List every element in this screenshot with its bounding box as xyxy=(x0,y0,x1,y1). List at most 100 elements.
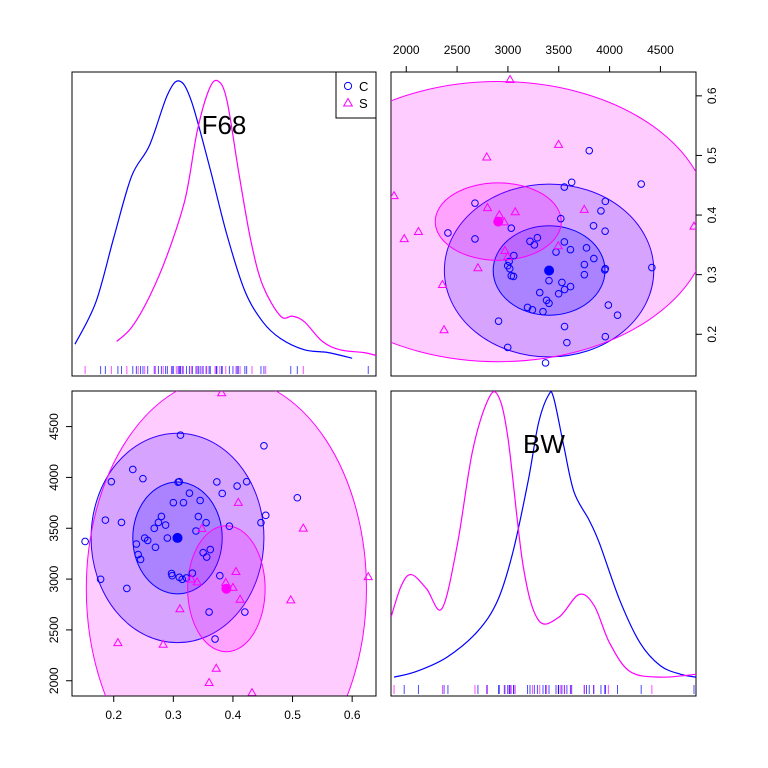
bl-mean-s xyxy=(221,583,232,594)
tr-point-c xyxy=(539,307,547,316)
tr-point-c xyxy=(560,285,569,294)
density-curve-bw-s xyxy=(391,391,696,678)
tr-point-s xyxy=(502,251,513,260)
tr-point-c xyxy=(601,264,610,273)
tr-point-s xyxy=(437,279,448,288)
tr-point-c xyxy=(566,282,575,291)
right-axis-tick-label-f68: 0.6 xyxy=(705,87,719,104)
top-axis-tick-label-bw: 4500 xyxy=(647,43,674,57)
bl-point-s xyxy=(197,523,207,532)
bl-point-c xyxy=(150,524,159,533)
bl-point-c xyxy=(169,498,178,507)
x-axis-tick-label-f68: 0.2 xyxy=(105,708,122,722)
tr-point-s xyxy=(505,74,515,83)
tr-point-c xyxy=(566,245,575,254)
bl-point-c xyxy=(151,543,160,552)
legend-label-s: S xyxy=(359,96,368,111)
bl-point-c xyxy=(163,534,172,542)
bl-mean-c xyxy=(172,532,183,543)
legend-marker-s xyxy=(342,97,354,107)
tr-mean-c xyxy=(544,265,555,276)
x-axis-tick-label-f68: 0.4 xyxy=(225,708,242,722)
right-axis-tick-label-f68: 0.2 xyxy=(705,326,719,343)
tr-point-c xyxy=(494,317,503,325)
tr-mean-s xyxy=(493,216,504,227)
density-curve-bw-c xyxy=(393,391,696,678)
y-axis-tick-label-bw: 4500 xyxy=(47,413,61,440)
bl-point-s xyxy=(233,497,244,506)
tr-point-s xyxy=(473,262,483,272)
variable-label-f68: F68 xyxy=(202,110,247,140)
f68-density-panel xyxy=(74,79,376,374)
legend-label-c: C xyxy=(359,79,368,94)
legend-marker-c xyxy=(343,81,353,91)
tr-point-s xyxy=(689,221,696,230)
legend-box xyxy=(335,71,377,119)
variable-label-bw: BW xyxy=(523,429,565,459)
tr-point-c xyxy=(560,183,569,191)
tr-point-c xyxy=(604,301,613,309)
bl-point-c xyxy=(206,545,215,554)
tr-ellipse-s-outer xyxy=(391,81,696,363)
y-axis-tick-label-bw: 3500 xyxy=(47,515,61,542)
tr-point-s xyxy=(439,324,449,334)
bl-point-c xyxy=(107,477,116,486)
x-axis-tick-label-f68: 0.3 xyxy=(165,708,182,722)
tr-point-s xyxy=(399,233,410,243)
tr-point-c xyxy=(510,251,518,260)
bl-point-c xyxy=(196,496,204,505)
tr-point-c xyxy=(545,276,553,285)
tr-point-c xyxy=(601,227,609,235)
bl-point-s xyxy=(231,566,241,575)
y-axis-tick-label-bw: 2000 xyxy=(47,667,61,694)
bl-point-c xyxy=(117,518,126,527)
tr-point-c xyxy=(601,332,610,341)
top-axis-tick-label-bw: 2000 xyxy=(393,43,420,57)
tr-point-c xyxy=(503,343,512,352)
tr-point-s xyxy=(500,245,510,255)
tr-point-s xyxy=(579,204,590,213)
tr-point-c xyxy=(648,263,656,272)
tr-point-c xyxy=(526,237,534,246)
tr-point-c xyxy=(523,303,532,312)
tr-point-c xyxy=(585,146,594,155)
bl-point-c xyxy=(179,498,188,507)
tr-point-c xyxy=(563,338,571,347)
bl-point-s xyxy=(175,603,185,613)
tr-point-s xyxy=(553,139,564,148)
bl-point-c xyxy=(161,521,170,529)
tr-point-c xyxy=(637,180,646,188)
x-axis-tick-label-f68: 0.5 xyxy=(284,708,301,722)
bl-point-c xyxy=(261,511,270,520)
bl-point-c xyxy=(225,522,234,531)
bl-point-c xyxy=(233,482,241,490)
bl-point-c xyxy=(202,553,211,561)
tr-point-c xyxy=(542,296,551,305)
bl-point-s xyxy=(298,523,309,532)
panel-bottom-right-frame xyxy=(390,390,697,697)
bl-point-s xyxy=(211,663,222,672)
bl-point-c xyxy=(132,540,141,548)
bl-point-c xyxy=(205,608,213,616)
tr-point-c xyxy=(582,244,591,252)
x-axis-tick-label-f68: 0.6 xyxy=(344,708,361,722)
tr-point-s xyxy=(482,202,493,212)
top-axis-tick-label-bw: 4000 xyxy=(596,43,623,57)
bl-point-c xyxy=(175,477,184,486)
y-axis-tick-label-bw: 4000 xyxy=(47,464,61,491)
bl-point-c xyxy=(176,431,185,439)
bl-point-c xyxy=(136,555,145,564)
bl-point-c xyxy=(218,489,227,498)
tr-point-c xyxy=(471,199,479,207)
bl-point-c xyxy=(157,512,166,521)
tr-point-c xyxy=(560,238,569,246)
bl-point-c xyxy=(178,575,187,584)
bl-point-c xyxy=(260,441,268,450)
tr-point-s xyxy=(481,151,492,161)
bl-point-c xyxy=(185,489,194,497)
bl-point-c xyxy=(154,518,163,527)
bl-point-c xyxy=(213,478,221,486)
y-axis-tick-label-bw: 2500 xyxy=(47,616,61,643)
tr-point-c xyxy=(567,178,576,187)
bl-point-c xyxy=(81,537,89,546)
